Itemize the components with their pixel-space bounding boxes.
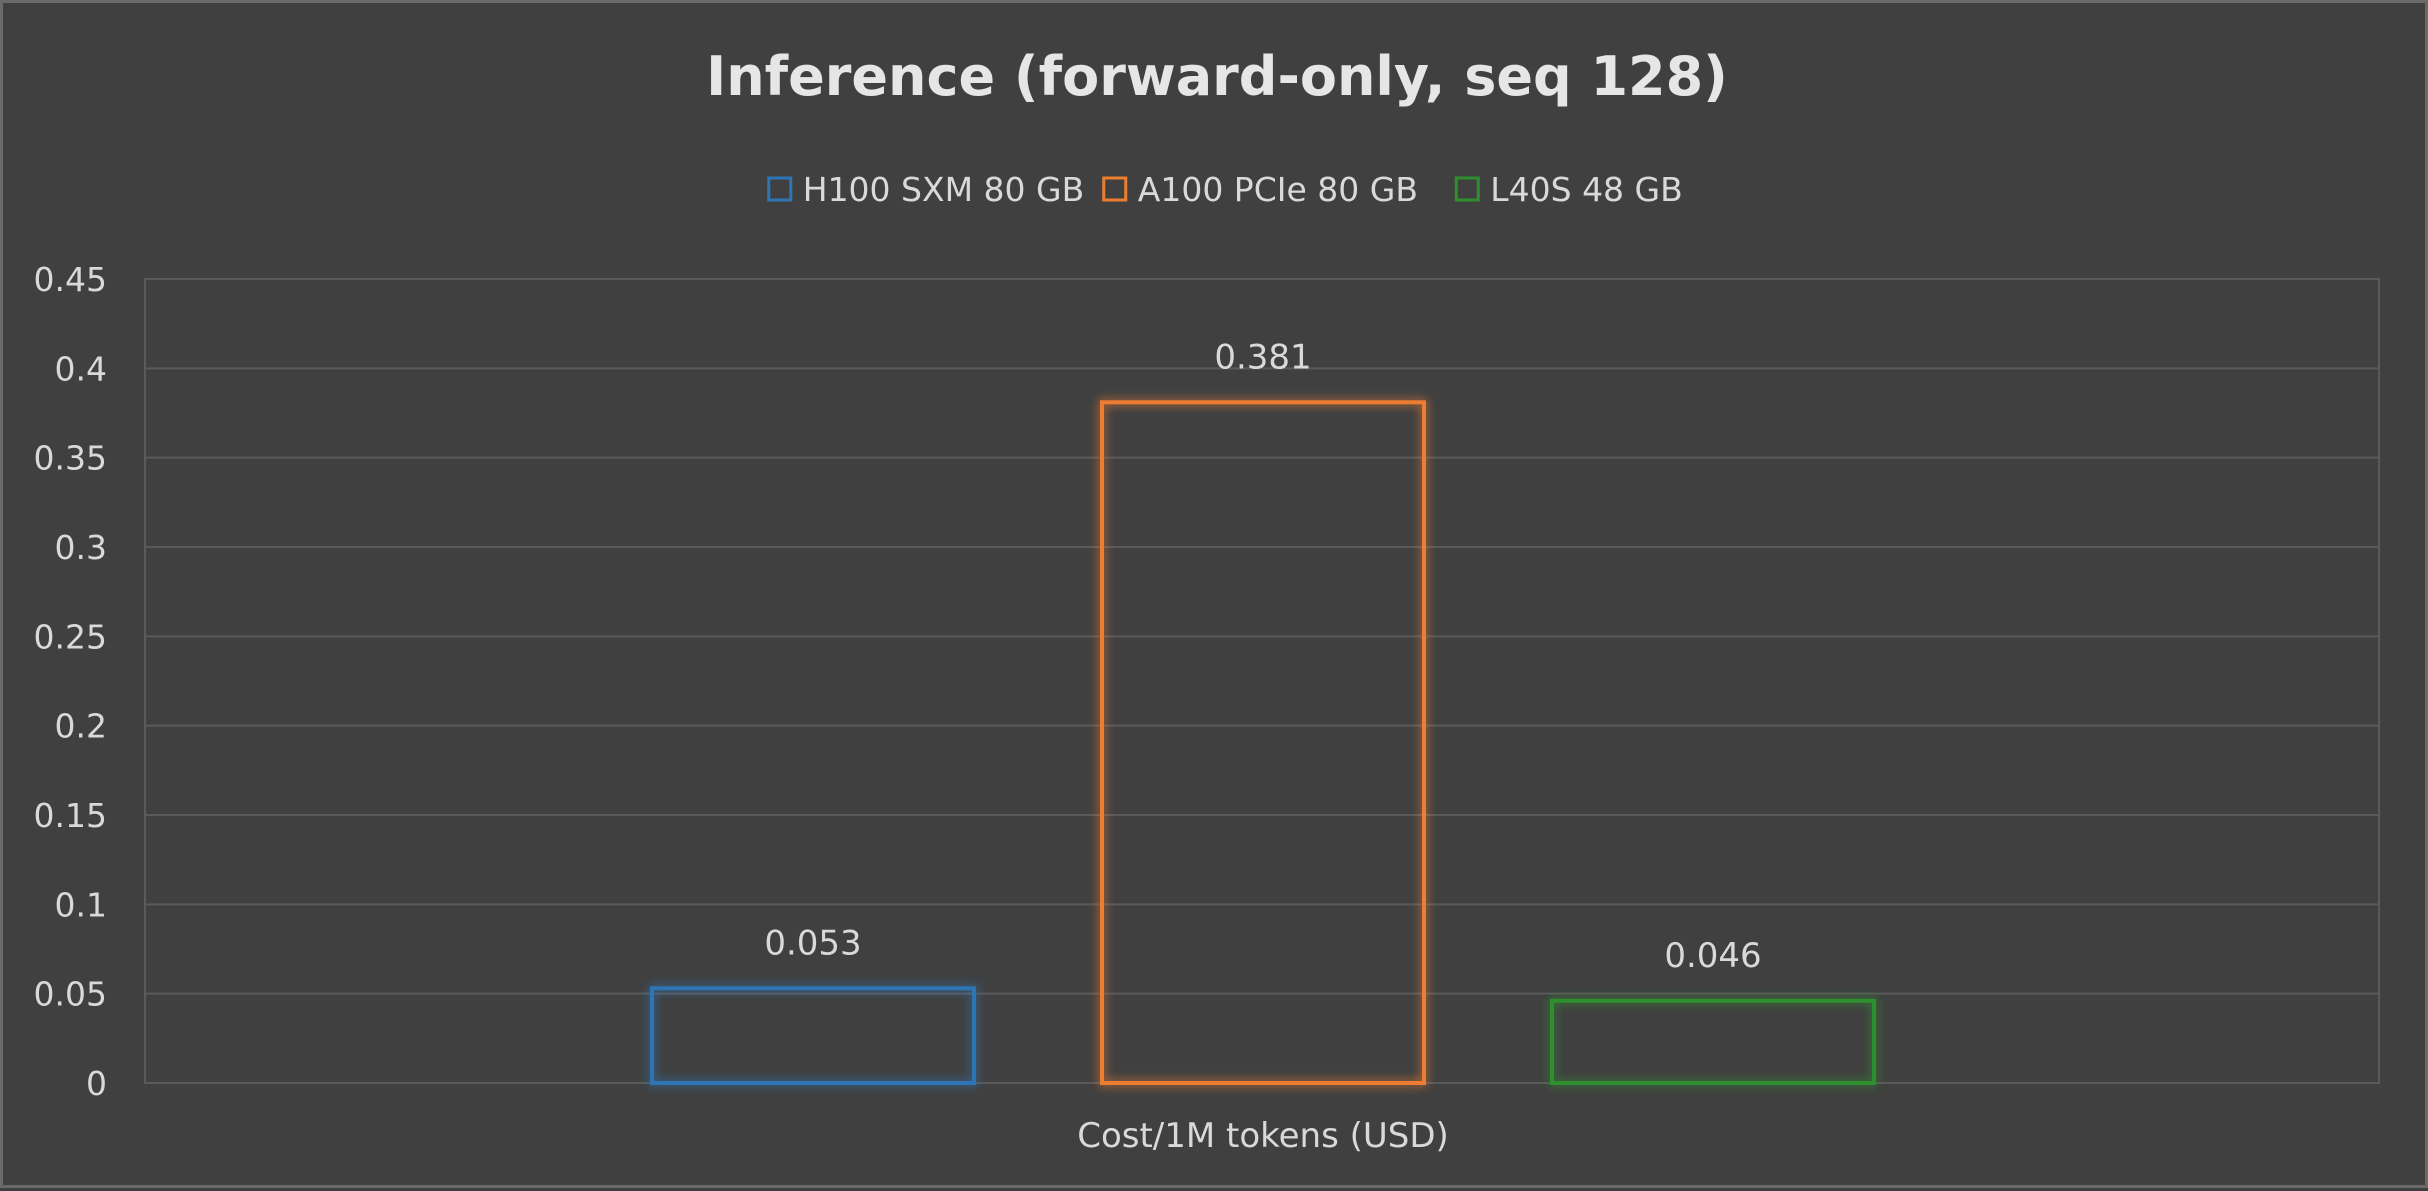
legend-swatch	[767, 176, 793, 202]
legend: H100 SXM 80 GB A100 PCIe 80 GB L40S 48 GB	[767, 170, 1683, 209]
legend-label: A100 PCIe 80 GB	[1138, 170, 1418, 209]
legend-item: L40S 48 GB	[1454, 170, 1683, 209]
y-tick-label: 0.35	[34, 439, 107, 478]
y-tick-label: 0.45	[34, 260, 107, 299]
plot-area-border	[144, 278, 2380, 1084]
y-tick-label: 0.1	[55, 885, 107, 924]
x-axis-label: Cost/1M tokens (USD)	[1077, 1116, 1449, 1156]
bar-chart: Inference (forward-only, seq 128) H100 S…	[34, 45, 2380, 1156]
y-tick-label: 0.4	[55, 349, 107, 388]
chart-title: Inference (forward-only, seq 128)	[706, 45, 1728, 108]
data-label: 0.381	[1214, 337, 1311, 377]
y-tick-label: 0.3	[55, 528, 107, 567]
gridlines	[144, 278, 2380, 1084]
legend-label: L40S 48 GB	[1490, 170, 1683, 209]
legend-item: A100 PCIe 80 GB	[1102, 170, 1418, 209]
legend-swatch	[1102, 176, 1128, 202]
y-tick-label: 0.25	[34, 617, 107, 656]
y-tick-label: 0.15	[34, 796, 107, 835]
y-axis-tick-labels: 0 0.05 0.1 0.15 0.2 0.25 0.3 0.35 0.4 0.45	[34, 260, 107, 1103]
legend-swatch	[1454, 176, 1480, 202]
legend-label: H100 SXM 80 GB	[803, 170, 1085, 209]
data-label: 0.053	[764, 923, 861, 963]
y-tick-label: 0.05	[34, 975, 107, 1014]
y-tick-label: 0.2	[55, 707, 107, 746]
bars	[650, 400, 1876, 1086]
bar-a100-pcie-80-gb	[1100, 400, 1426, 1085]
y-tick-label: 0	[86, 1064, 107, 1103]
data-label: 0.046	[1664, 936, 1761, 976]
bar-l40s-48-gb	[1550, 998, 1876, 1086]
bar-h100-sxm-80-gb	[650, 986, 976, 1085]
legend-item: H100 SXM 80 GB	[767, 170, 1085, 209]
data-labels: 0.053 0.381 0.046	[764, 337, 1761, 976]
